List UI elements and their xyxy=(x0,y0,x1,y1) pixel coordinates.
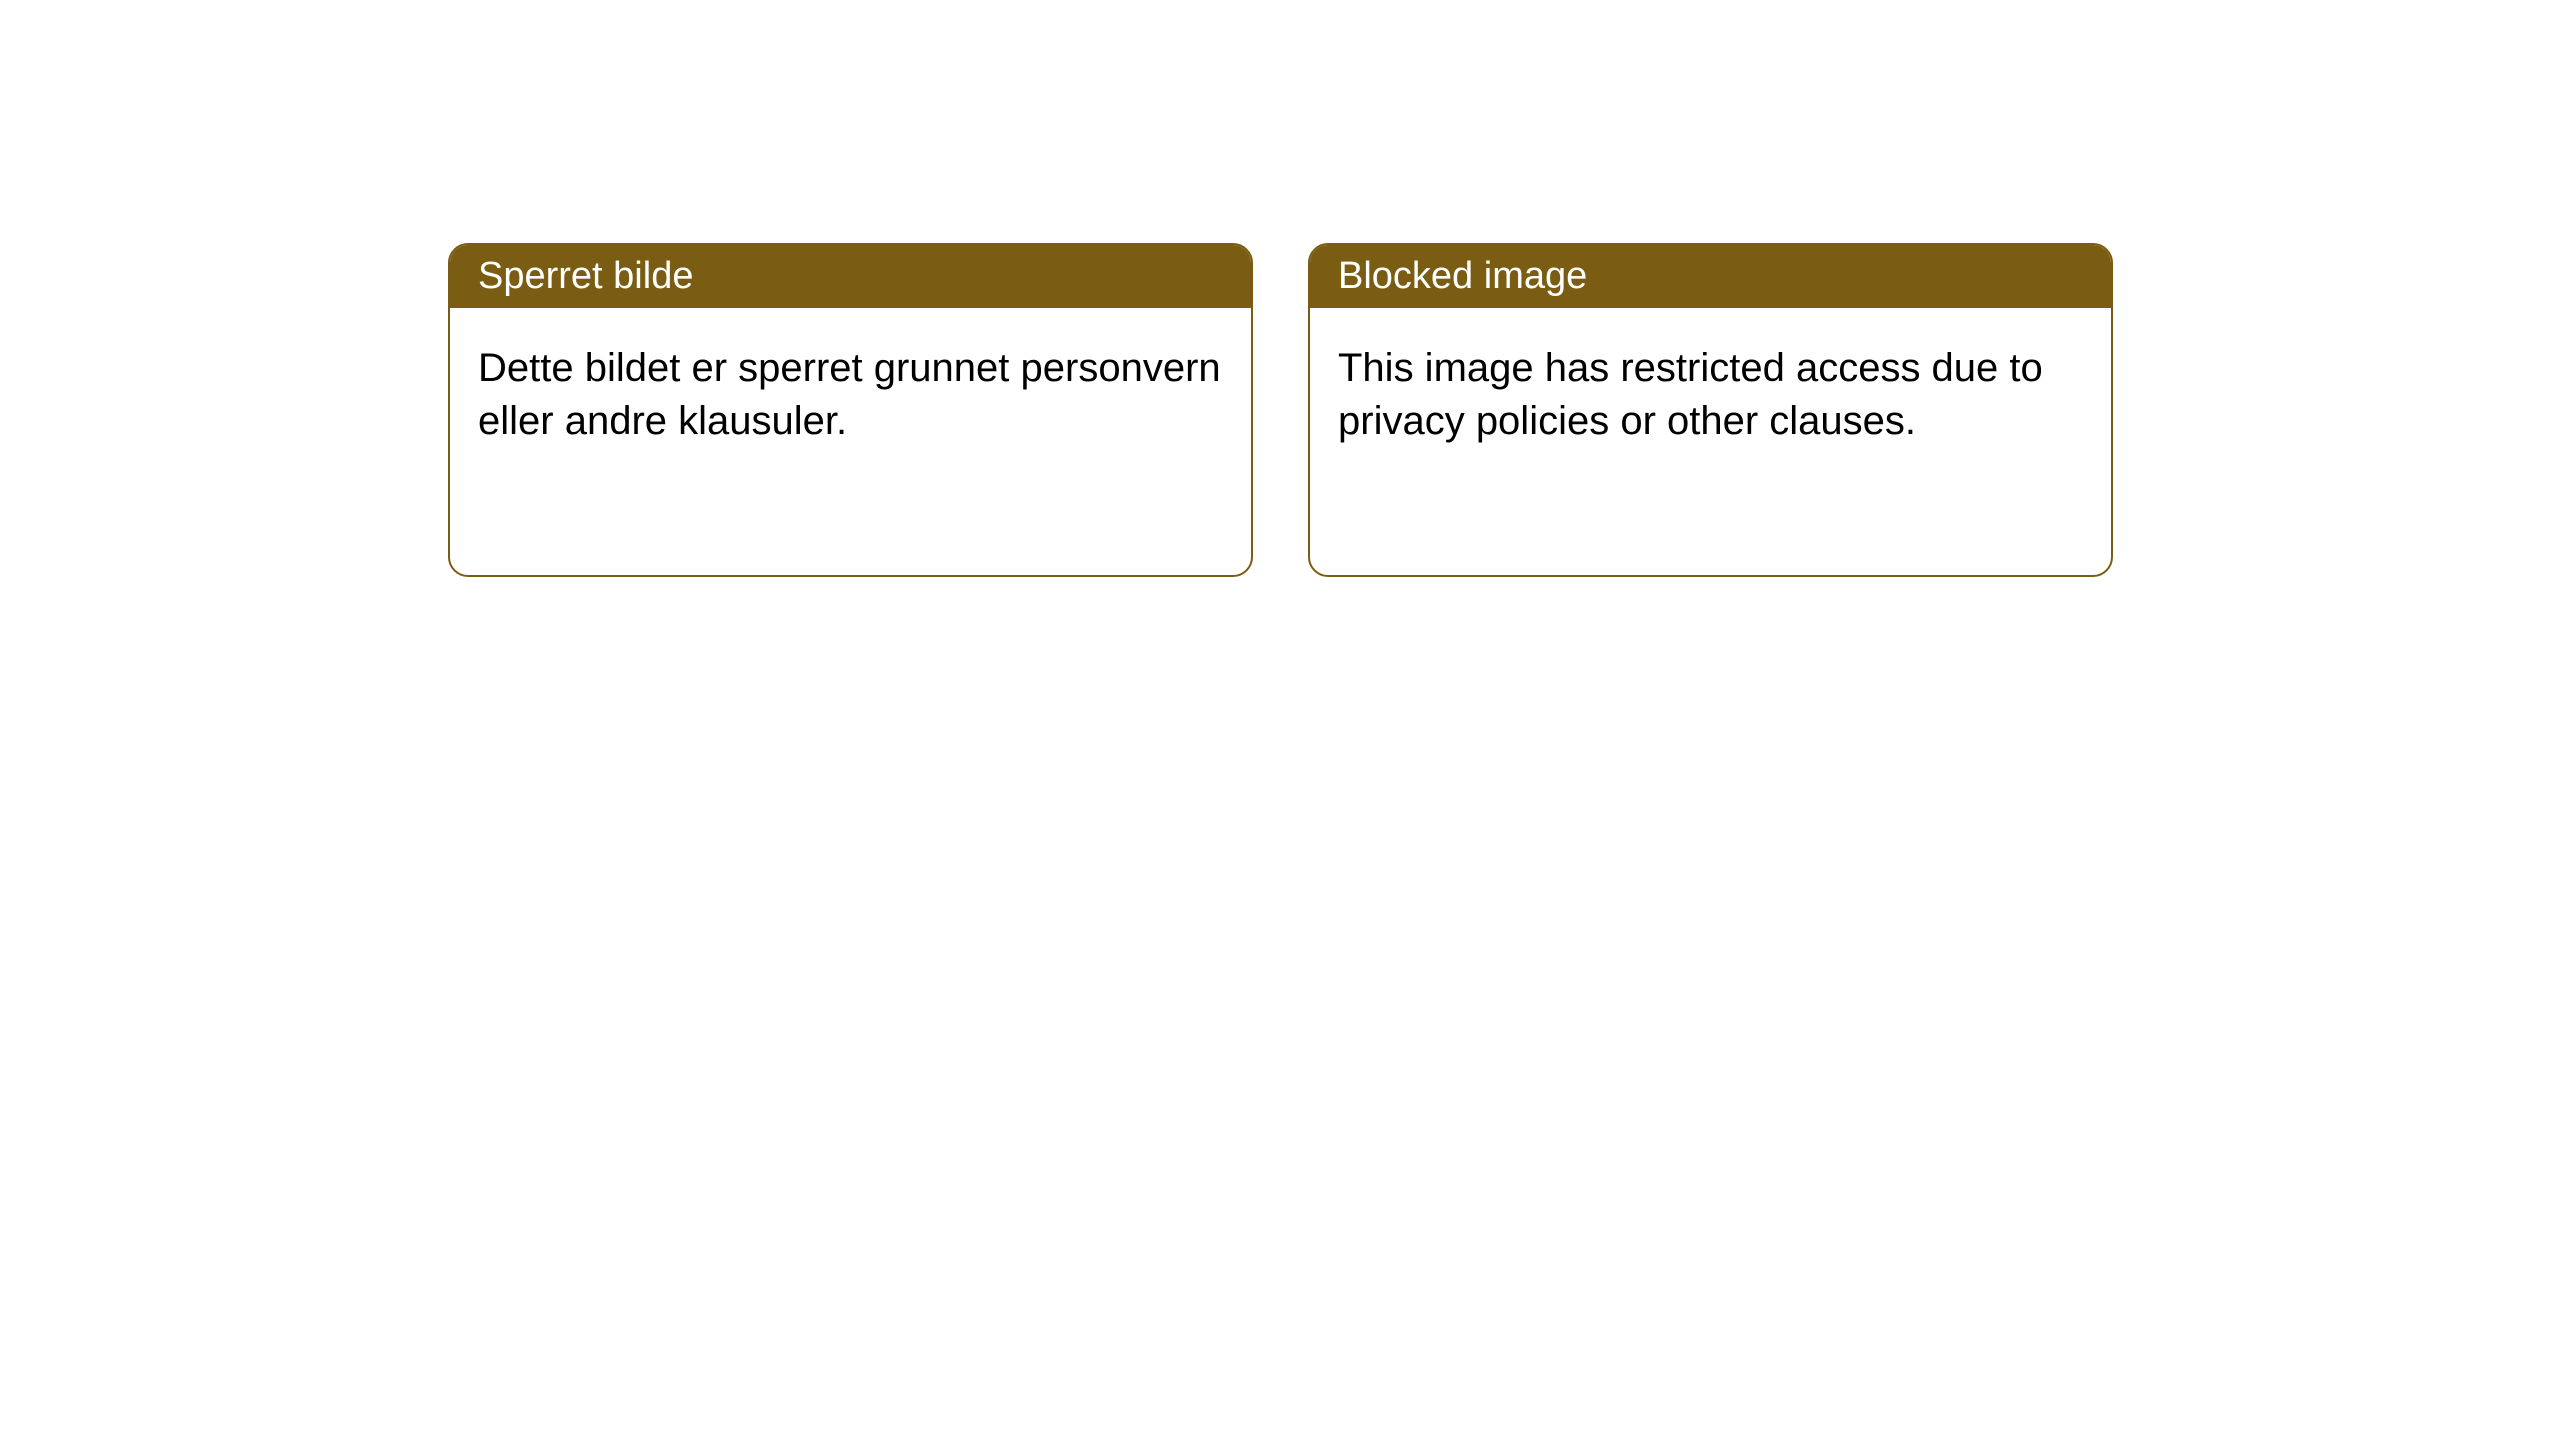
notice-card-norwegian: Sperret bilde Dette bildet er sperret gr… xyxy=(448,243,1253,577)
notice-cards-container: Sperret bilde Dette bildet er sperret gr… xyxy=(448,243,2113,577)
notice-body: Dette bildet er sperret grunnet personve… xyxy=(450,308,1251,482)
notice-body: This image has restricted access due to … xyxy=(1310,308,2111,482)
notice-header: Sperret bilde xyxy=(450,245,1251,308)
notice-card-english: Blocked image This image has restricted … xyxy=(1308,243,2113,577)
notice-header: Blocked image xyxy=(1310,245,2111,308)
